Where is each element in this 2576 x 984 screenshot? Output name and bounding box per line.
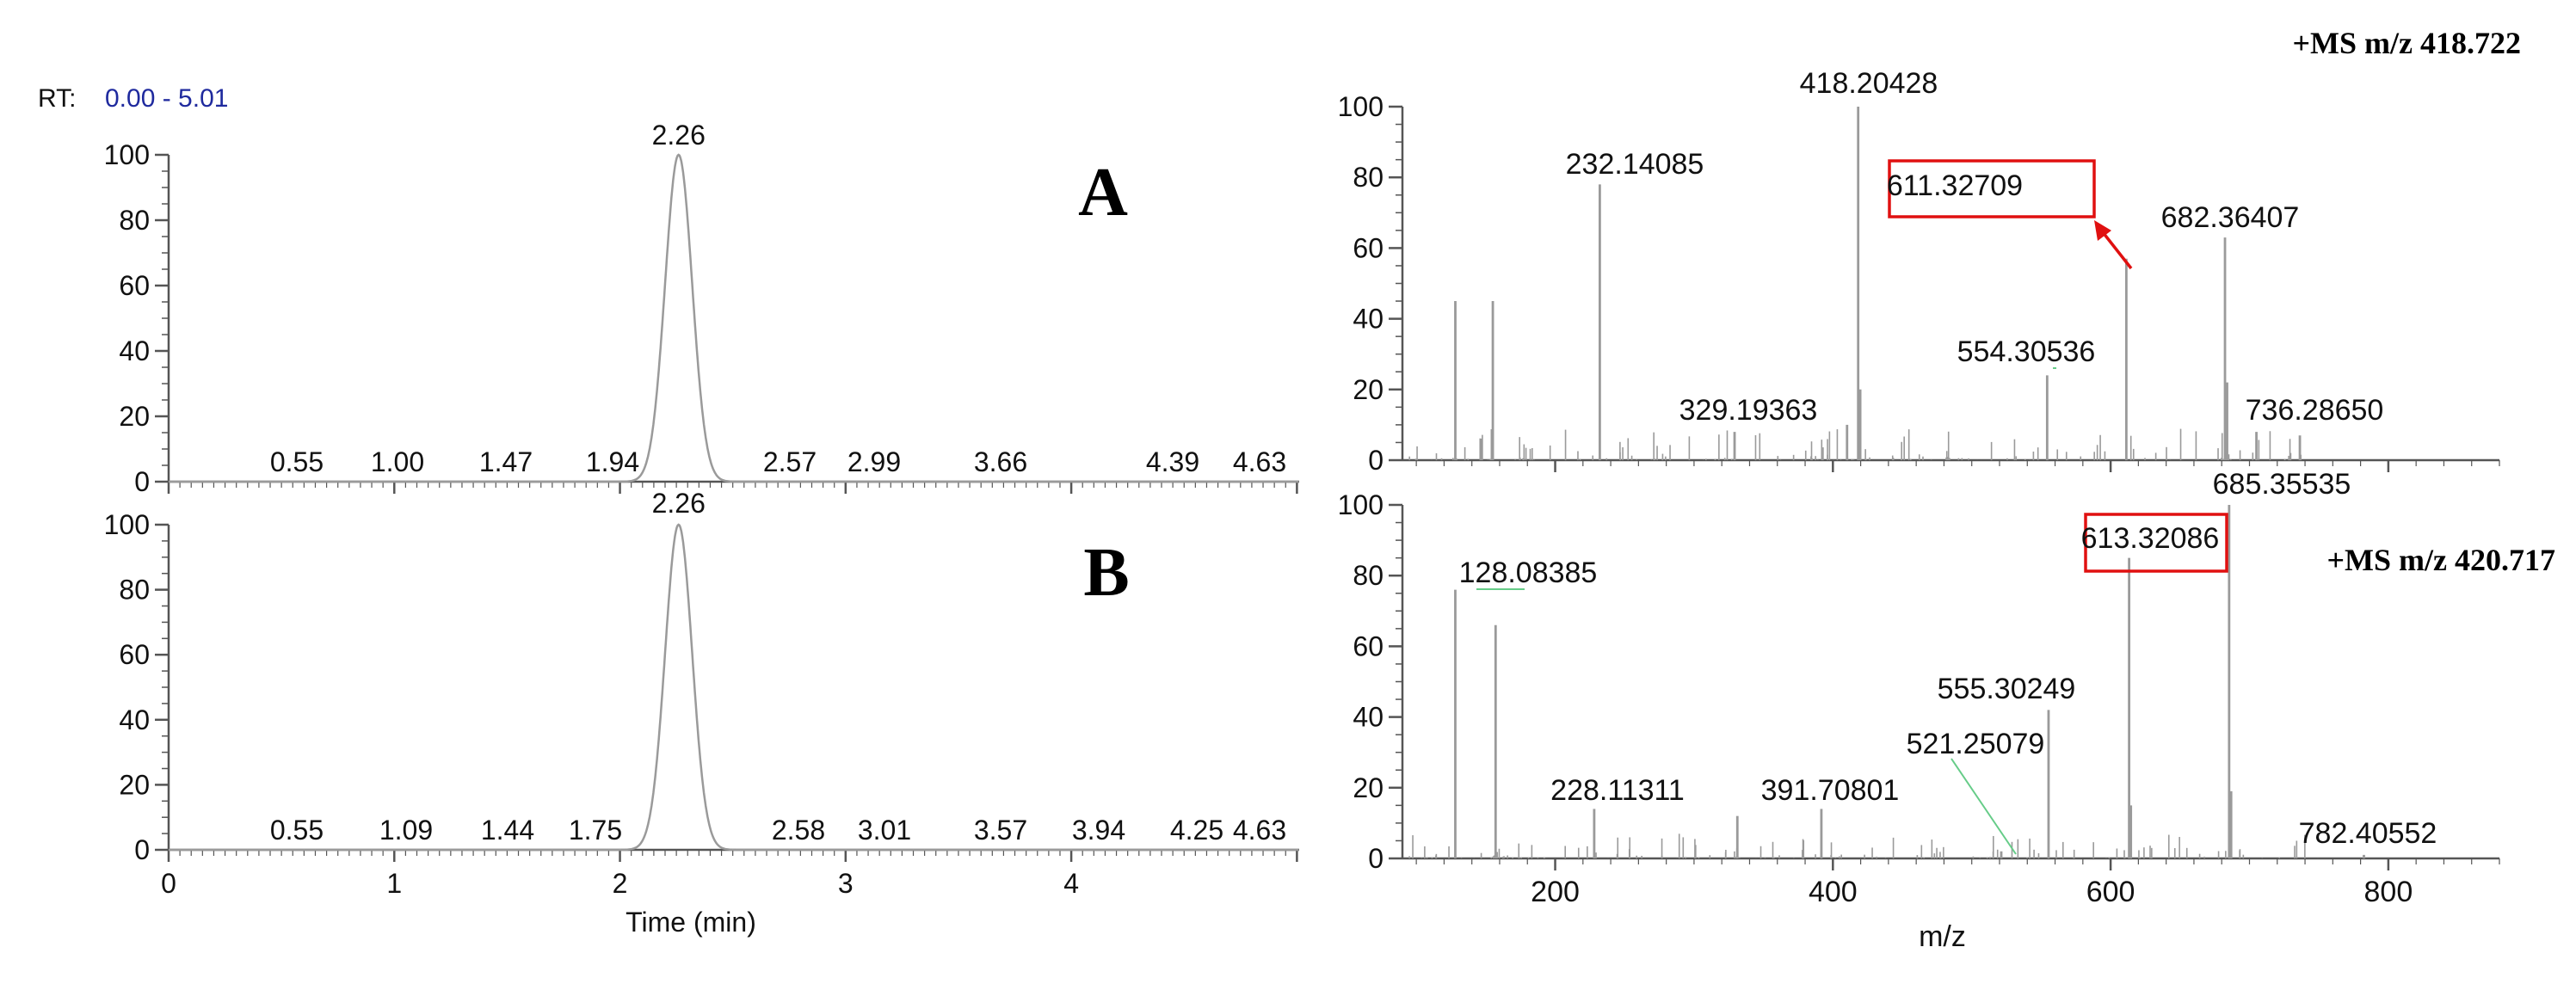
- y-tick-label: 40: [119, 704, 150, 735]
- chromatogram-b: 0 20 40 60 80 100 0 1 2 3 4 Time (min) 2.26 0.55 1.09 1…: [104, 488, 1299, 938]
- callout-arrow-shaft: [2101, 231, 2133, 270]
- rt-label: RT:: [38, 84, 76, 113]
- chromatogram-trace: [169, 523, 1299, 852]
- spectrum-title: +MS m/z 420.717: [2327, 543, 2555, 577]
- y-tick-label: 0: [134, 466, 150, 497]
- x-tick-label: 600: [2086, 876, 2135, 908]
- panel-label: A: [1078, 155, 1128, 231]
- peak-mz-label: 682.36407: [2161, 201, 2300, 234]
- mass-spectrum-top: 0 20 40 60 80 100 232.14085 329.19363 418.20428 5…: [1338, 26, 2521, 476]
- x-tick-label: 200: [1531, 876, 1580, 908]
- rt-label: 1.00: [371, 446, 424, 477]
- y-tick-label: 20: [1353, 374, 1384, 405]
- x-tick-label: 800: [2364, 876, 2413, 908]
- peak-mz-label: 228.11311: [1550, 774, 1685, 807]
- chromatogram-a: 0 20 40 60 80 100 2.26 0.55 1.00 1.47 1.94 2.57 2.99…: [104, 120, 1299, 497]
- peak-mz-label: 782.40552: [2299, 817, 2437, 850]
- y-tick-label: 0: [134, 834, 150, 865]
- y-tick-label: 0: [1368, 445, 1384, 476]
- apex-rt-label: 2.26: [652, 120, 706, 151]
- rt-label: 3.94: [1072, 815, 1125, 846]
- x-axis-title: m/z: [1919, 920, 1966, 953]
- apex-rt-label: 2.26: [652, 488, 706, 519]
- y-tick-label: 100: [1338, 489, 1384, 520]
- rt-label: 2.99: [847, 446, 901, 477]
- rt-label: 4.63: [1233, 446, 1286, 477]
- x-axis-title: Time (min): [626, 907, 756, 938]
- y-tick-label: 20: [1353, 772, 1384, 803]
- x-tick-label: 1: [386, 868, 402, 899]
- rt-label: 1.09: [379, 815, 433, 846]
- y-tick-label: 80: [1353, 560, 1384, 591]
- peak-mz-label: 554.30536: [1957, 335, 2096, 368]
- peak-mz-label: 128.08385: [1459, 557, 1598, 589]
- highlight-box: [2084, 513, 2228, 573]
- y-tick-label: 40: [1353, 304, 1384, 335]
- peak-mz-label: 521.25079: [1907, 728, 2045, 760]
- x-tick-label: 400: [1809, 876, 1858, 908]
- y-tick-label: 80: [119, 205, 150, 236]
- rt-label: 0.55: [270, 815, 324, 846]
- peak-mz-label: 418.20428: [1800, 67, 1938, 100]
- rt-label: 4.25: [1170, 815, 1223, 846]
- y-tick-label: 100: [104, 509, 150, 540]
- rt-label: 2.58: [772, 815, 825, 846]
- rt-label: 2.57: [763, 446, 817, 477]
- y-tick-label: 20: [119, 401, 150, 432]
- rt-label: 1.47: [479, 446, 533, 477]
- peak-mz-label: 555.30249: [1938, 673, 2076, 705]
- peak-mz-label: 232.14085: [1566, 148, 1704, 181]
- peak-mz-label: 611.32709: [1887, 169, 2023, 202]
- y-tick-label: 80: [119, 575, 150, 606]
- rt-label: 0.55: [270, 446, 324, 477]
- rt-range: 0.00 - 5.01: [105, 84, 228, 113]
- y-tick-label: 60: [119, 639, 150, 670]
- mass-spectrum-bottom: 0 20 40 60 80 100 200 400 600 800 m/z 128.08385 228.…: [1338, 468, 2555, 953]
- x-tick-label: 2: [613, 868, 628, 899]
- peak-mz-label: 685.35535: [2213, 468, 2351, 501]
- highlight-box: [1888, 159, 2096, 218]
- rt-label: 4.39: [1146, 446, 1199, 477]
- y-tick-label: 20: [119, 769, 150, 800]
- x-tick-label: 4: [1063, 868, 1079, 899]
- rt-label: 1.44: [481, 815, 534, 846]
- y-tick-label: 40: [119, 335, 150, 366]
- rt-label: 3.01: [858, 815, 911, 846]
- peak-mz-label: 391.70801: [1761, 774, 1900, 807]
- rt-label: 3.66: [974, 446, 1027, 477]
- y-tick-label: 60: [119, 270, 150, 301]
- spectrum-title: +MS m/z 418.722: [2293, 26, 2521, 60]
- x-tick-label: 0: [161, 868, 176, 899]
- panel-label: B: [1083, 535, 1129, 611]
- y-tick-label: 80: [1353, 162, 1384, 193]
- peak-leader-line: [1950, 758, 2017, 855]
- y-tick-label: 60: [1353, 630, 1384, 661]
- y-tick-label: 40: [1353, 702, 1384, 733]
- y-tick-label: 60: [1353, 232, 1384, 263]
- peak-mz-label: 736.28650: [2246, 394, 2384, 427]
- rt-label: 3.57: [974, 815, 1027, 846]
- rt-label: 1.75: [569, 815, 622, 846]
- y-tick-label: 100: [1338, 91, 1384, 122]
- chromatogram-trace: [169, 153, 1299, 483]
- y-tick-label: 0: [1368, 843, 1384, 874]
- peak-mz-label: 329.19363: [1679, 394, 1818, 427]
- rt-label: 4.63: [1233, 815, 1286, 846]
- callout-arrow-head: [2094, 220, 2111, 241]
- y-tick-label: 100: [104, 139, 150, 170]
- peak-mz-label: 613.32086: [2081, 522, 2220, 555]
- rt-label: 1.94: [586, 446, 639, 477]
- x-tick-label: 3: [838, 868, 854, 899]
